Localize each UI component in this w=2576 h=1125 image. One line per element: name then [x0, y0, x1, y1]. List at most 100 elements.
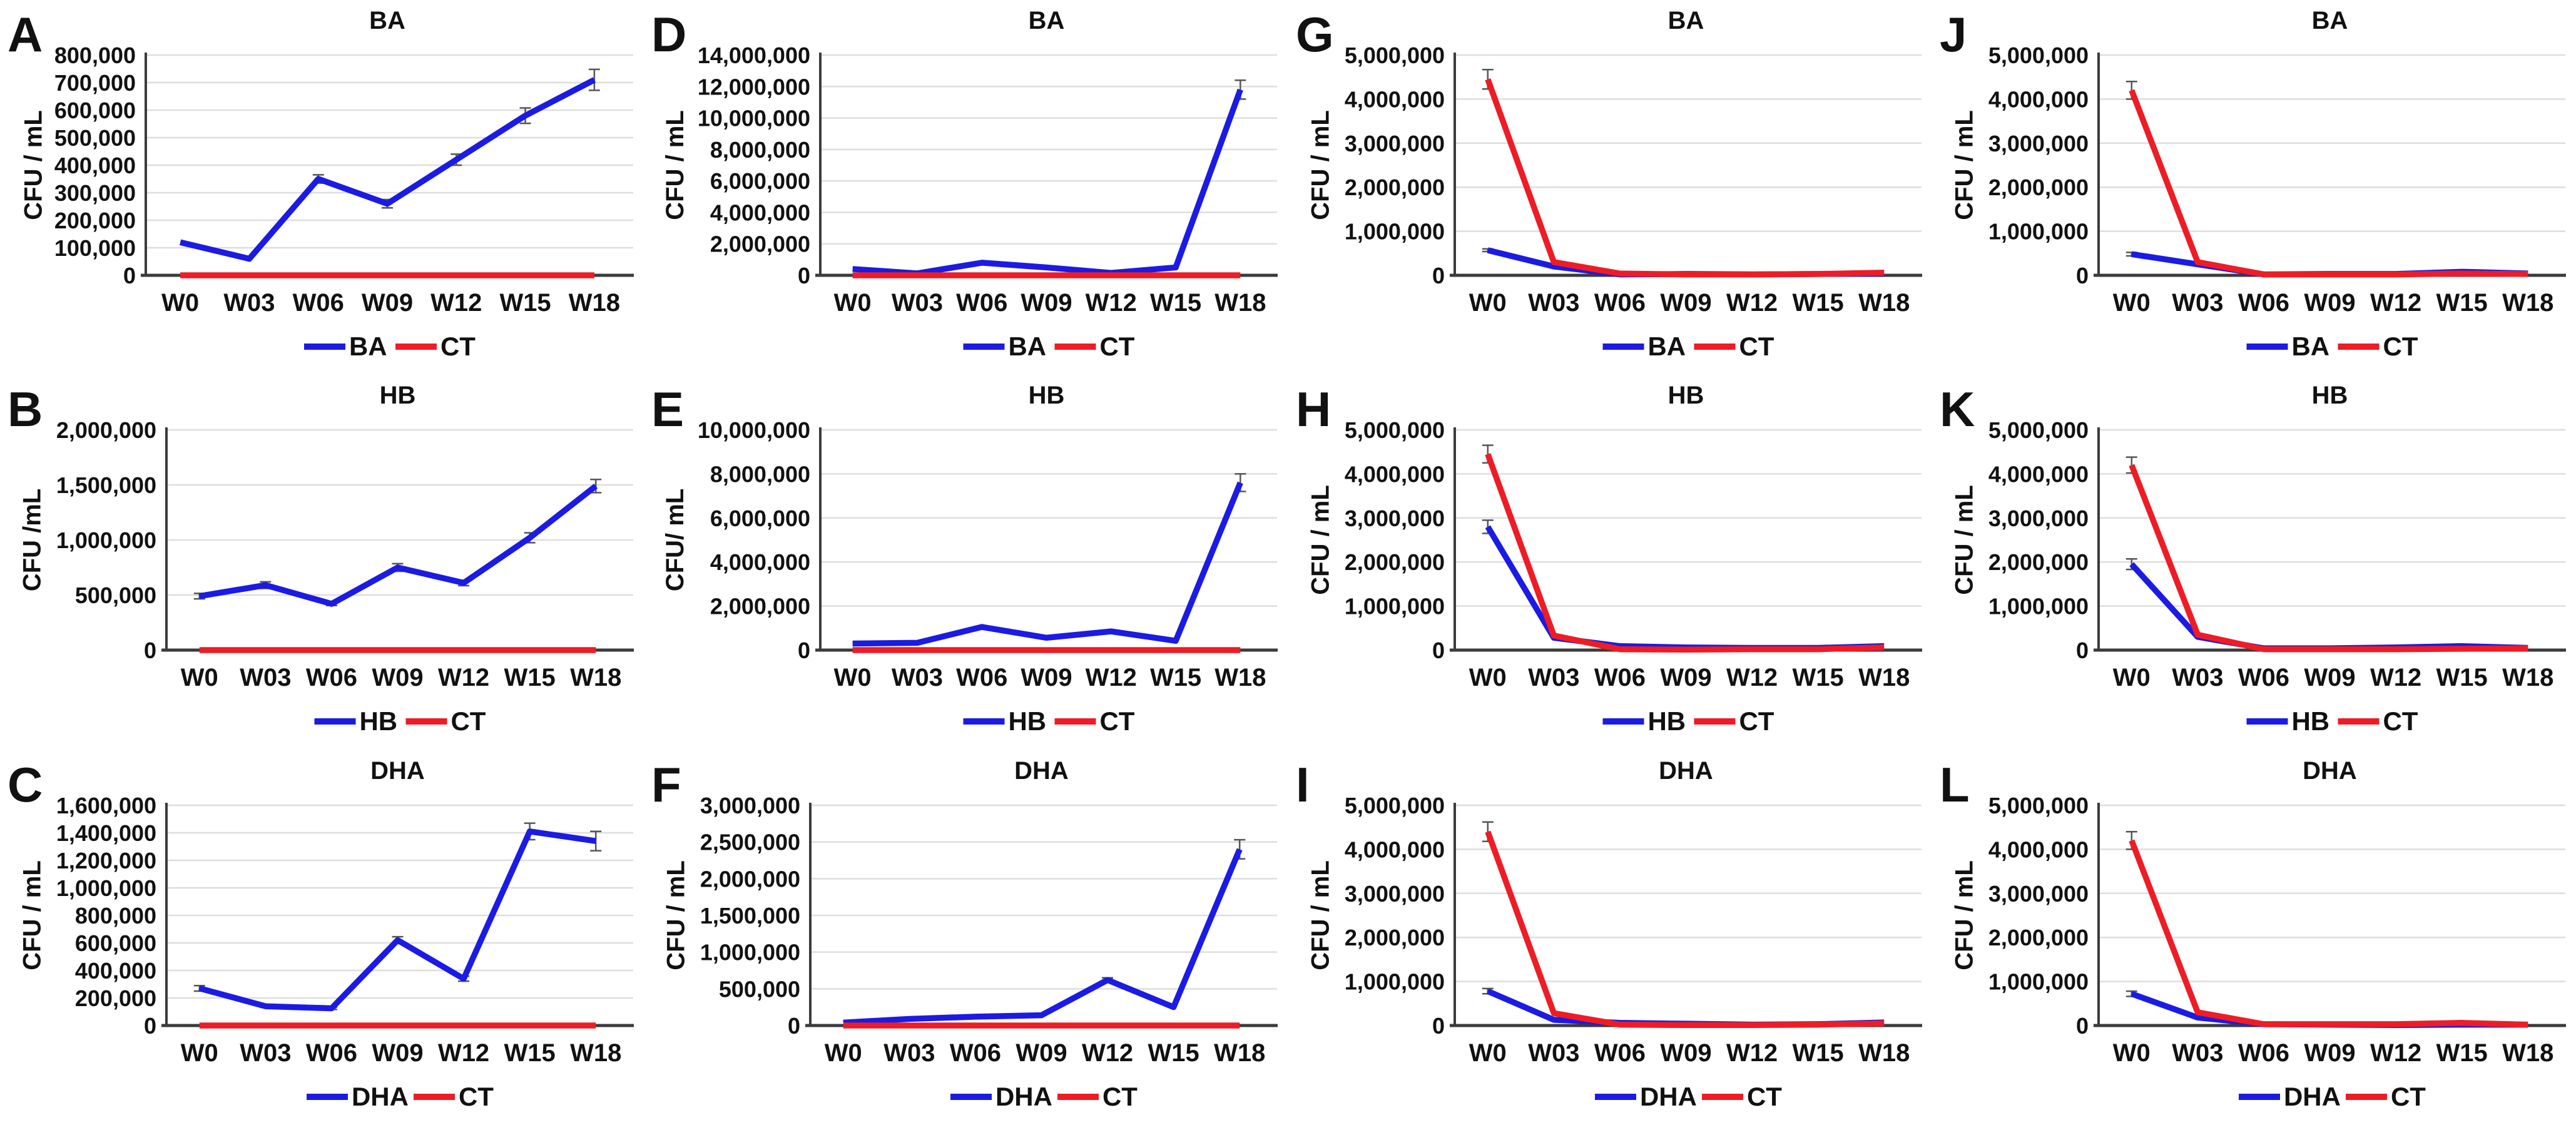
- y-tick-label: 8,000,000: [710, 137, 810, 163]
- series-line-BA: [180, 77, 596, 262]
- y-axis-label: CFU / mL: [1306, 110, 1334, 220]
- x-tick-label: W09: [1021, 289, 1072, 317]
- chart-title: BA: [369, 7, 405, 34]
- series-line-DHA: [843, 848, 1243, 1026]
- x-tick-label: W06: [2238, 289, 2289, 317]
- y-tick-label: 4,000,000: [710, 550, 810, 576]
- x-tick-label: W12: [430, 289, 482, 317]
- series-line-BA: [1487, 247, 1884, 278]
- y-tick-label: 0: [1432, 263, 1444, 288]
- panel-letter: E: [651, 382, 684, 437]
- y-tick-label: 10,000,000: [698, 417, 810, 443]
- chart-I: I DHA CFU / mL 0 1,000,000 2,000,000 3,000,000…: [1296, 757, 1922, 1111]
- x-tick-label: W06: [2238, 1039, 2289, 1067]
- legend-label-CT: CT: [1100, 706, 1135, 736]
- y-tick-label: 0: [788, 1013, 800, 1039]
- panel-letter: I: [1296, 757, 1310, 812]
- y-tick-label: 14,000,000: [698, 43, 810, 68]
- legend-label-BA: BA: [1647, 332, 1686, 361]
- legend-label-HB: HB: [359, 706, 397, 736]
- x-tick-label: W0: [1469, 289, 1506, 317]
- y-tick-label: 800,000: [54, 43, 136, 68]
- x-tick-label: W15: [1792, 664, 1843, 691]
- x-tick-label: W03: [1528, 664, 1579, 691]
- x-tick-label: W15: [1150, 664, 1201, 691]
- series-line-CT: [1484, 78, 1884, 278]
- x-tick-label: W0: [834, 664, 872, 691]
- legend-label-DHA: DHA: [2284, 1082, 2341, 1111]
- y-tick-label: 12,000,000: [698, 74, 810, 99]
- x-tick-label: W09: [1660, 289, 1711, 317]
- y-tick-label: 4,000,000: [1988, 837, 2089, 862]
- y-tick-label: 600,000: [75, 930, 156, 956]
- legend-label-HB: HB: [1009, 706, 1047, 736]
- x-tick-label: W15: [2436, 289, 2487, 317]
- y-axis-label: CFU / mL: [1306, 486, 1334, 595]
- y-tick-label: 3,000,000: [1988, 880, 2089, 906]
- y-tick-label: 700,000: [54, 70, 136, 96]
- y-tick-label: 200,000: [54, 208, 136, 233]
- y-tick-label: 400,000: [75, 958, 156, 984]
- y-tick-label: 1,600,000: [56, 793, 156, 818]
- y-tick-label: 10,000,000: [698, 106, 810, 131]
- legend-label-BA: BA: [349, 332, 387, 361]
- chart-C: C DHA CFU / mL 0200,000400,000600,000800,00…: [8, 757, 634, 1111]
- y-tick-label: 2,000,000: [710, 594, 810, 619]
- chart-F: F DHA CFU / mL 0 500,000 1,000,000 1,500,000 2,…: [651, 757, 1278, 1111]
- x-tick-label: W12: [438, 1039, 489, 1067]
- y-tick-label: 2,000,000: [710, 232, 810, 257]
- panel-letter: L: [1940, 757, 1970, 812]
- legend-label-HB: HB: [2291, 706, 2329, 736]
- x-tick-label: W06: [2238, 664, 2289, 691]
- y-axis-label: CFU/ mL: [661, 489, 689, 591]
- series-line-HB: [1485, 525, 1884, 651]
- y-tick-label: 3,000,000: [1344, 880, 1444, 906]
- x-tick-label: W15: [1792, 1039, 1843, 1067]
- x-tick-label: W12: [1726, 1039, 1777, 1067]
- y-tick-label: 5,000,000: [1344, 43, 1444, 68]
- x-tick-label: W12: [2370, 289, 2421, 317]
- y-tick-label: 4,000,000: [1988, 86, 2089, 112]
- y-tick-label: 0: [2076, 1013, 2089, 1039]
- panel-D: D BA CFU / mL 0 2,000,000 4,000,000 6,000,000 8…: [644, 0, 1288, 375]
- x-tick-label: W18: [1858, 664, 1910, 691]
- panel-H: H HB CFU / mL 0 1,000,000 2,000,000 3,000,000 4…: [1288, 375, 1932, 750]
- y-tick-label: 0: [1432, 638, 1444, 663]
- legend-label-HB: HB: [1647, 706, 1686, 736]
- x-tick-label: W09: [2304, 289, 2355, 317]
- y-axis-label: CFU / mL: [1950, 860, 1978, 970]
- series-line-HB: [199, 484, 598, 608]
- y-tick-label: 1,000,000: [1988, 969, 2089, 994]
- legend-label-CT: CT: [1100, 332, 1135, 361]
- x-tick-label: W15: [2436, 1039, 2487, 1067]
- legend-label-CT: CT: [451, 706, 486, 736]
- y-tick-label: 1,500,000: [56, 472, 156, 498]
- x-tick-label: W09: [2304, 1039, 2355, 1067]
- y-tick-label: 0: [2076, 263, 2089, 288]
- chart-title: BA: [2311, 7, 2348, 34]
- legend-label-DHA: DHA: [1640, 1082, 1697, 1111]
- chart-title: DHA: [370, 757, 425, 785]
- x-tick-label: W03: [2172, 664, 2223, 691]
- x-tick-label: W15: [1148, 1039, 1199, 1067]
- x-tick-label: W06: [1594, 664, 1645, 691]
- x-tick-label: W03: [2172, 289, 2223, 317]
- x-tick-label: W06: [306, 664, 357, 691]
- y-axis-label: CFU / mL: [663, 860, 690, 970]
- y-tick-label: 5,000,000: [1988, 43, 2089, 68]
- y-tick-label: 0: [123, 263, 136, 288]
- legend-label-CT: CT: [440, 332, 476, 361]
- y-tick-label: 0: [144, 1013, 156, 1039]
- panel-A: A BA CFU / mL 0 100,000 200,000 300,000 400,000…: [0, 0, 644, 375]
- chart-title: DHA: [1659, 757, 1713, 785]
- x-tick-label: W03: [240, 664, 291, 691]
- y-tick-label: 6,000,000: [710, 168, 810, 194]
- legend-label-CT: CT: [2383, 332, 2418, 361]
- panel-letter: K: [1940, 382, 1975, 437]
- chart-D: D BA CFU / mL 0 2,000,000 4,000,000 6,000,000 8…: [651, 7, 1278, 361]
- panel-J: J BA CFU / mL 0 1,000,000 2,000,000 3,000,000 4…: [1932, 0, 2576, 375]
- x-tick-label: W12: [1086, 664, 1137, 691]
- x-tick-label: W15: [1150, 289, 1201, 317]
- x-tick-label: W03: [892, 664, 943, 691]
